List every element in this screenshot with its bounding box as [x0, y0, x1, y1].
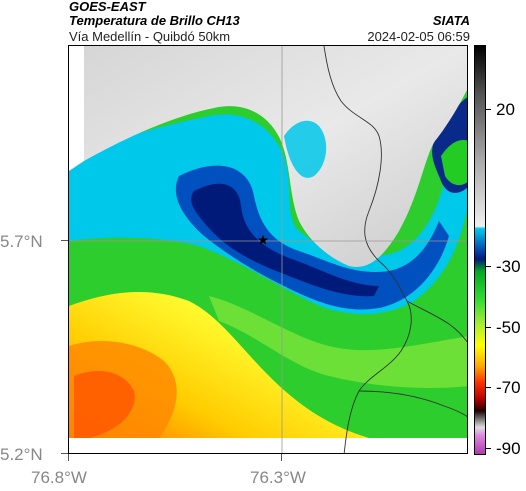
colorbar-label-minus30: -30 [496, 257, 521, 276]
lat-tick-upper [61, 240, 68, 241]
blue-cold-band [175, 165, 449, 310]
east-green-cell [441, 139, 467, 186]
colorbar-label-minus90: -90 [496, 439, 521, 458]
lat-tick-lower [61, 453, 68, 454]
header-datetime: 2024-02-05 06:59 [367, 29, 470, 44]
no-data-strip [69, 438, 467, 453]
header-title: GOES-EAST [69, 0, 146, 14]
header-subtitle: Temperatura de Brillo CH13 [69, 13, 240, 28]
colorbar-tick-minus90 [486, 448, 491, 449]
lon-label-left: 76.8°W [31, 468, 87, 487]
star-icon[interactable] [257, 235, 269, 245]
colorbar-label-minus70: -70 [496, 378, 521, 397]
colorbar-tick-20 [486, 109, 491, 110]
red-orange-cloud-core [74, 371, 135, 438]
lime-band [209, 296, 467, 388]
border-line-east [406, 300, 467, 343]
colorbar-tick-minus50 [486, 327, 491, 328]
deep-blue-cloud-core [191, 183, 379, 297]
header-organization: SIATA [432, 13, 470, 28]
map-svg [69, 46, 467, 453]
lon-tick-mid [281, 454, 282, 461]
map-panel[interactable] [68, 45, 468, 454]
lat-label-upper: 5.7°N [0, 232, 43, 251]
cyan-cloud-finger [284, 120, 327, 178]
border-line-south [358, 390, 467, 417]
header-location: Vía Medellín - Quibdó 50km [69, 29, 231, 44]
lon-tick-left [68, 454, 69, 461]
colorbar-tick-minus70 [486, 387, 491, 388]
lat-label-lower: 5.2°N [0, 445, 43, 464]
colorbar-svg [475, 46, 485, 454]
colorbar-tick-minus30 [486, 266, 491, 267]
colorbar-label-20: 20 [496, 100, 515, 119]
colorbar-label-minus50: -50 [496, 318, 521, 337]
coastline [323, 46, 412, 453]
lon-label-mid: 76.3°W [250, 468, 306, 487]
colorbar [474, 45, 486, 455]
clear-sky-area [84, 46, 467, 267]
no-data-edge [69, 46, 84, 171]
